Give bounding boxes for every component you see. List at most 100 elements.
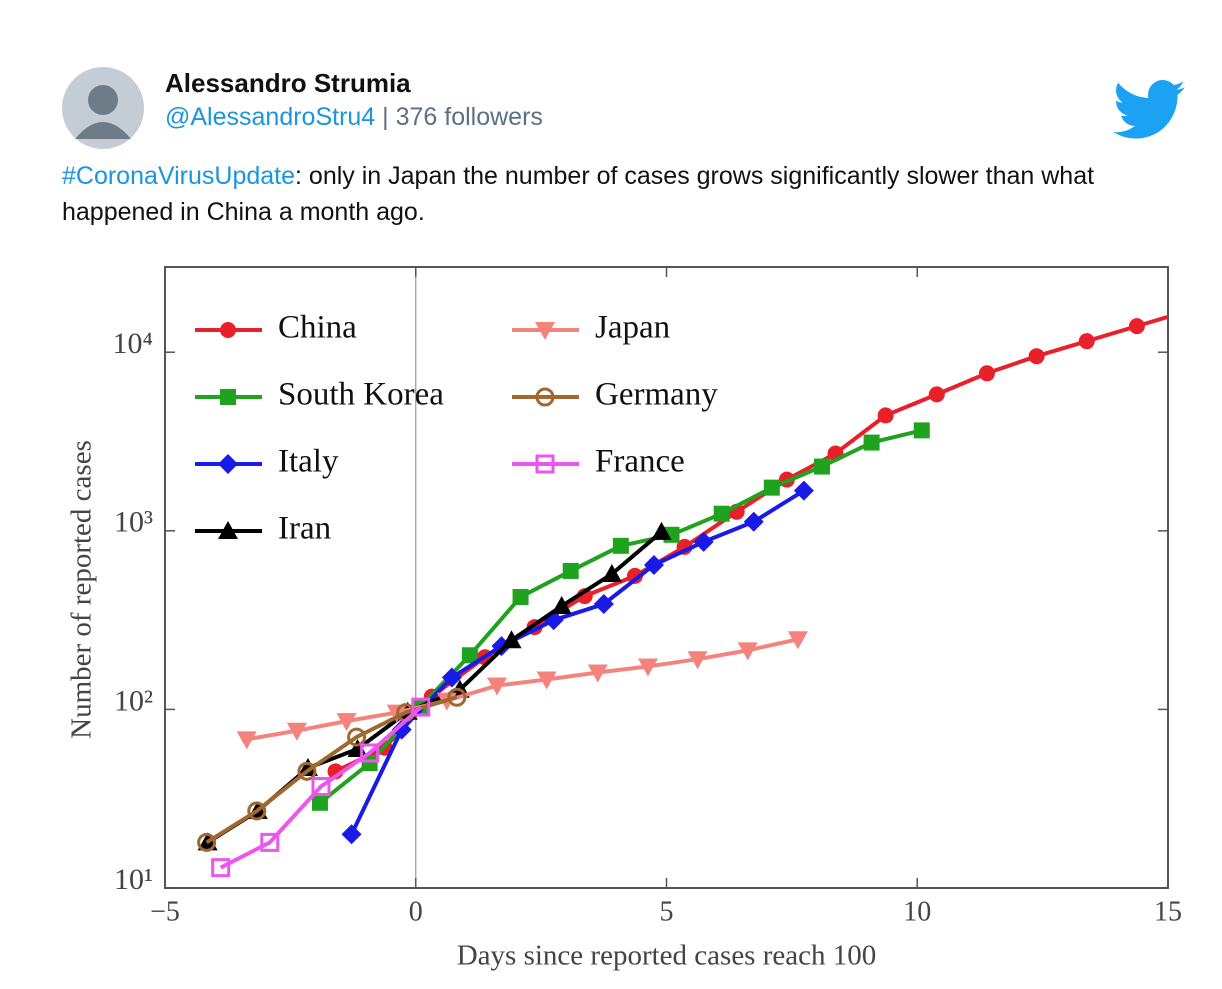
legend-label: Iran xyxy=(278,511,331,547)
marker xyxy=(341,824,362,845)
marker xyxy=(928,386,945,403)
marker xyxy=(211,858,231,878)
author-name[interactable]: Alessandro Strumia xyxy=(165,68,411,98)
marker xyxy=(220,322,236,338)
plot-data xyxy=(197,303,1195,878)
marker xyxy=(391,719,412,740)
marker xyxy=(877,407,894,424)
marker xyxy=(501,630,522,649)
marker xyxy=(612,537,629,554)
marker xyxy=(361,755,378,772)
marker xyxy=(236,731,257,750)
x-axis-label: Days since reported cases reach 100 xyxy=(457,940,877,972)
marker xyxy=(913,422,930,439)
marker xyxy=(643,554,664,575)
tweet-text: #CoronaVirusUpdate: only in Japan the nu… xyxy=(62,158,1152,230)
twitter-logo[interactable] xyxy=(1112,80,1186,140)
marker xyxy=(763,479,780,496)
marker xyxy=(535,454,555,474)
marker xyxy=(512,588,529,605)
marker xyxy=(286,722,307,741)
marker xyxy=(220,389,236,405)
marker xyxy=(197,832,217,852)
legend-item: France xyxy=(512,444,685,480)
marker xyxy=(693,531,714,552)
marker xyxy=(651,521,672,540)
y-tick-label: 10⁴ xyxy=(113,327,153,360)
legend-label: Germany xyxy=(595,377,718,413)
legend-label: South Korea xyxy=(278,377,444,413)
legend-label: China xyxy=(278,310,357,346)
y-tick-label: 10³ xyxy=(114,506,153,539)
followers: 376 followers xyxy=(395,103,543,131)
marker xyxy=(311,777,331,797)
marker xyxy=(551,596,572,615)
handle[interactable]: @AlessandroStru4 xyxy=(165,103,376,131)
legend-label: France xyxy=(595,444,685,480)
marker xyxy=(218,454,238,474)
marker xyxy=(247,801,267,821)
x-tick-label: 15 xyxy=(1154,896,1182,927)
y-tick-label: 10¹ xyxy=(114,863,153,896)
legend-label: Japan xyxy=(595,310,670,346)
marker xyxy=(535,387,555,407)
tweet-body: : only in Japan the number of cases grow… xyxy=(62,162,1095,226)
marker xyxy=(260,832,280,852)
marker xyxy=(1078,333,1095,350)
marker xyxy=(626,567,643,584)
marker xyxy=(978,365,995,382)
y-tick-label: 10² xyxy=(114,684,153,717)
marker xyxy=(813,458,830,475)
legend-label: Italy xyxy=(278,444,339,480)
series-line xyxy=(219,705,423,870)
series-line xyxy=(246,637,799,742)
marker xyxy=(601,564,622,583)
marker xyxy=(336,713,357,732)
x-tick-label: 5 xyxy=(660,896,674,927)
series-line xyxy=(349,488,805,836)
marker xyxy=(737,642,758,661)
marker xyxy=(447,687,467,707)
marker xyxy=(360,743,380,763)
marker xyxy=(743,511,764,532)
legend-item: China xyxy=(195,310,357,346)
marker xyxy=(593,594,614,615)
legend-item: South Korea xyxy=(195,377,444,413)
marker xyxy=(637,658,658,677)
author-meta: @AlessandroStru4 | 376 followers xyxy=(165,103,543,131)
marker xyxy=(441,667,462,688)
marker xyxy=(486,677,507,696)
marker xyxy=(793,480,814,501)
marker xyxy=(535,322,555,340)
marker xyxy=(536,671,557,690)
legend-item: Germany xyxy=(512,377,718,413)
marker xyxy=(347,727,367,747)
marker xyxy=(713,505,730,522)
marker xyxy=(1179,303,1195,319)
marker xyxy=(587,664,608,683)
legend-item: Iran xyxy=(195,511,331,547)
marker xyxy=(297,761,317,781)
y-axis-label: Number of reported cases xyxy=(66,440,98,739)
avatar[interactable] xyxy=(62,67,144,149)
legend-item: Italy xyxy=(195,444,339,480)
marker xyxy=(297,757,318,776)
x-tick-label: −5 xyxy=(150,896,180,927)
marker xyxy=(863,434,880,451)
marker xyxy=(461,647,478,664)
marker xyxy=(787,631,808,650)
marker xyxy=(311,794,328,811)
marker xyxy=(562,562,579,579)
legend-item: Japan xyxy=(512,310,670,346)
x-tick-label: 0 xyxy=(409,896,423,927)
marker xyxy=(218,521,238,539)
marker xyxy=(1028,348,1045,365)
marker xyxy=(687,651,708,670)
marker xyxy=(411,697,431,717)
x-tick-label: 10 xyxy=(903,896,931,927)
marker xyxy=(1128,318,1145,335)
hashtag[interactable]: #CoronaVirusUpdate xyxy=(62,162,296,190)
series-line xyxy=(318,428,923,805)
